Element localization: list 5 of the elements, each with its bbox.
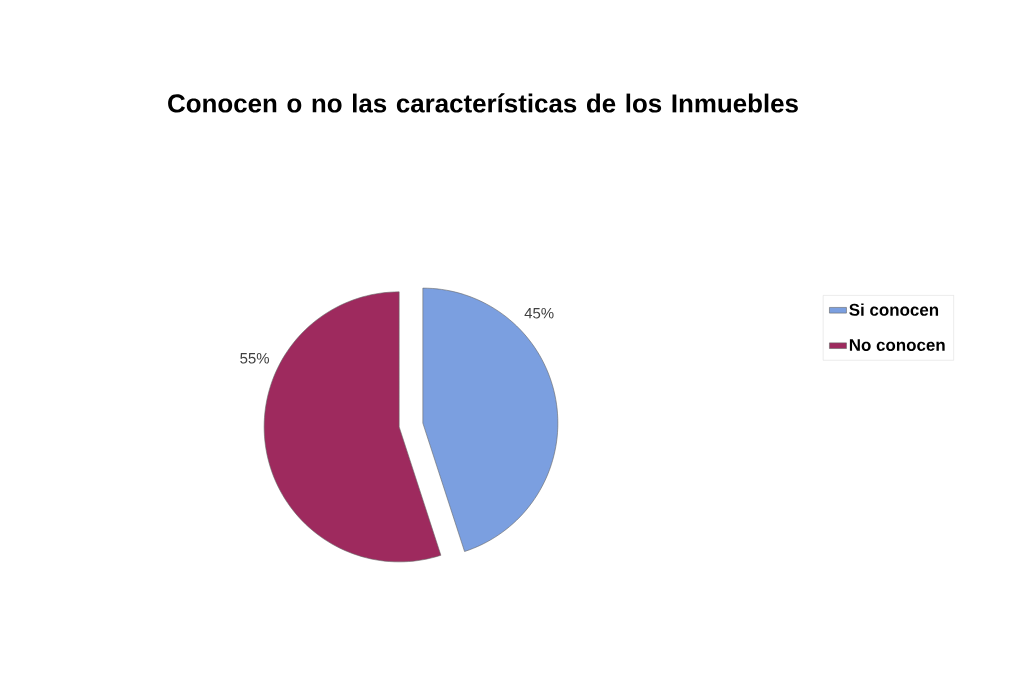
data-label: 45% <box>524 307 554 319</box>
legend-label: No conocen <box>849 339 945 351</box>
chart-title: Conocen o no las características de los Inmuebles <box>168 93 798 113</box>
legend-label: Si conocen <box>849 303 939 316</box>
data-label: 55% <box>240 353 269 364</box>
